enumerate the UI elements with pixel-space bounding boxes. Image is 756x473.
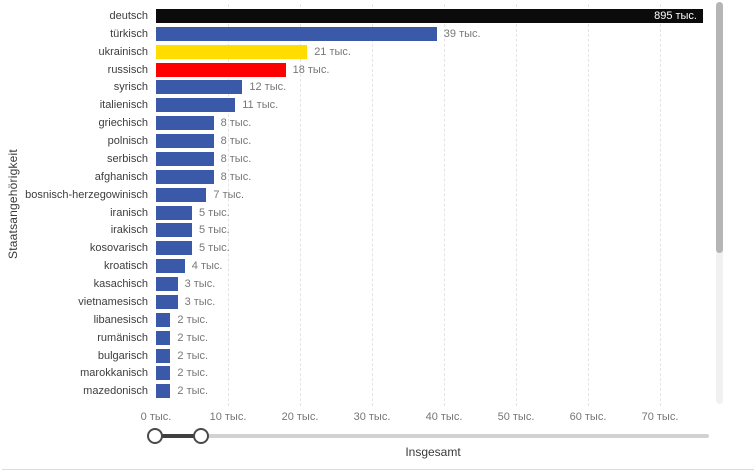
x-tick-label: 40 тыс. bbox=[425, 411, 463, 423]
bar-kosovarisch[interactable] bbox=[156, 241, 192, 255]
bar-italienisch[interactable] bbox=[156, 98, 236, 112]
value-label-türkisch: 39 тыс. bbox=[443, 28, 481, 40]
value-label-afghanisch: 8 тыс. bbox=[220, 171, 252, 183]
bar-iranisch[interactable] bbox=[156, 206, 192, 220]
bar-serbisch[interactable] bbox=[156, 152, 214, 166]
value-label-iranisch: 5 тыс. bbox=[199, 207, 230, 219]
slider-handle-right[interactable] bbox=[193, 428, 209, 444]
category-label-kroatisch: kroatisch bbox=[103, 260, 148, 272]
category-label-iranisch: iranisch bbox=[110, 207, 148, 219]
category-label-afghanisch: afghanisch bbox=[94, 171, 148, 183]
value-label-serbisch: 8 тыс. bbox=[220, 153, 252, 165]
vertical-scrollbar-thumb[interactable] bbox=[716, 2, 723, 253]
bar-vietnamesisch[interactable] bbox=[156, 295, 178, 309]
x-axis-title: Insgesamt bbox=[405, 445, 461, 459]
category-label-bosnisch-herzegowinisch: bosnisch-herzegowinisch bbox=[25, 189, 148, 201]
category-label-vietnamesisch: vietnamesisch bbox=[78, 296, 148, 308]
card-bottom-border bbox=[2, 469, 754, 470]
category-label-ukrainisch: ukrainisch bbox=[98, 46, 148, 58]
value-label-rumänisch: 2 тыс. bbox=[177, 332, 209, 344]
category-label-polnisch: polnisch bbox=[107, 135, 148, 147]
bar-deutsch[interactable] bbox=[156, 9, 703, 23]
value-label-kosovarisch: 5 тыс. bbox=[199, 242, 230, 254]
x-tick-label: 70 тыс. bbox=[641, 411, 679, 423]
value-label-bosnisch-herzegowinisch: 7 тыс. bbox=[213, 189, 245, 201]
bar-polnisch[interactable] bbox=[156, 134, 214, 148]
category-label-italienisch: italienisch bbox=[99, 99, 148, 111]
x-tick-label: 10 тыс. bbox=[209, 411, 247, 423]
value-label-marokkanisch: 2 тыс. bbox=[177, 367, 209, 379]
value-label-ukrainisch: 21 тыс. bbox=[314, 46, 351, 58]
gridline bbox=[372, 4, 373, 406]
value-label-syrisch: 12 тыс. bbox=[249, 81, 287, 93]
x-tick-label: 30 тыс. bbox=[353, 411, 391, 423]
bar-syrisch[interactable] bbox=[156, 80, 243, 94]
gridline bbox=[660, 4, 661, 406]
bar-bosnisch-herzegowinisch[interactable] bbox=[156, 188, 207, 202]
bar-irakisch[interactable] bbox=[156, 223, 192, 237]
category-label-rumänisch: rumänisch bbox=[97, 332, 148, 344]
value-label-kasachisch: 3 тыс. bbox=[184, 278, 216, 290]
gridline bbox=[300, 4, 301, 406]
gridline bbox=[228, 4, 229, 406]
category-label-marokkanisch: marokkanisch bbox=[80, 367, 148, 379]
value-label-libanesisch: 2 тыс. bbox=[177, 314, 209, 326]
value-label-italienisch: 11 тыс. bbox=[242, 99, 279, 111]
bar-russisch[interactable] bbox=[156, 63, 286, 77]
axis-zoom-slider-track[interactable] bbox=[151, 434, 709, 438]
category-label-türkisch: türkisch bbox=[110, 28, 148, 40]
category-label-irakisch: irakisch bbox=[110, 224, 148, 236]
x-tick-label: 20 тыс. bbox=[281, 411, 319, 423]
category-label-russisch: russisch bbox=[107, 64, 148, 76]
y-axis-title: Staatsangehörigkeit bbox=[6, 149, 20, 259]
gridline bbox=[588, 4, 589, 406]
category-label-bulgarisch: bulgarisch bbox=[97, 350, 148, 362]
bar-griechisch[interactable] bbox=[156, 116, 214, 130]
x-tick-label: 50 тыс. bbox=[497, 411, 535, 423]
value-label-kroatisch: 4 тыс. bbox=[191, 260, 223, 272]
category-label-mazedonisch: mazedonisch bbox=[83, 385, 148, 397]
x-tick-label: 60 тыс. bbox=[569, 411, 607, 423]
value-label-polnisch: 8 тыс. bbox=[220, 135, 252, 147]
value-label-deutsch: 895 тыс. bbox=[654, 10, 697, 22]
slider-handle-left[interactable] bbox=[147, 428, 163, 444]
category-label-serbisch: serbisch bbox=[107, 153, 148, 165]
bar-kasachisch[interactable] bbox=[156, 277, 178, 291]
axis-zoom-slider-selected-range[interactable] bbox=[155, 434, 201, 438]
value-label-griechisch: 8 тыс. bbox=[220, 117, 252, 129]
bar-rumänisch[interactable] bbox=[156, 331, 171, 345]
value-label-russisch: 18 тыс. bbox=[292, 64, 330, 76]
vertical-scrollbar-track[interactable] bbox=[716, 2, 723, 404]
bar-mazedonisch[interactable] bbox=[156, 384, 171, 398]
bar-kroatisch[interactable] bbox=[156, 259, 185, 273]
category-label-syrisch: syrisch bbox=[113, 81, 148, 93]
category-label-deutsch: deutsch bbox=[109, 10, 148, 22]
bar-afghanisch[interactable] bbox=[156, 170, 214, 184]
category-label-kosovarisch: kosovarisch bbox=[89, 242, 148, 254]
value-label-irakisch: 5 тыс. bbox=[199, 224, 230, 236]
gridline bbox=[516, 4, 517, 406]
bar-ukrainisch[interactable] bbox=[156, 45, 308, 59]
value-label-bulgarisch: 2 тыс. bbox=[177, 350, 209, 362]
category-label-kasachisch: kasachisch bbox=[93, 278, 148, 290]
value-label-mazedonisch: 2 тыс. bbox=[177, 385, 209, 397]
category-label-griechisch: griechisch bbox=[98, 117, 148, 129]
bar-türkisch[interactable] bbox=[156, 27, 437, 41]
gridline bbox=[444, 4, 445, 406]
category-label-libanesisch: libanesisch bbox=[93, 314, 148, 326]
bar-marokkanisch[interactable] bbox=[156, 366, 171, 380]
bar-bulgarisch[interactable] bbox=[156, 349, 171, 363]
bar-libanesisch[interactable] bbox=[156, 313, 171, 327]
x-tick-label: 0 тыс. bbox=[140, 411, 172, 423]
value-label-vietnamesisch: 3 тыс. bbox=[184, 296, 216, 308]
